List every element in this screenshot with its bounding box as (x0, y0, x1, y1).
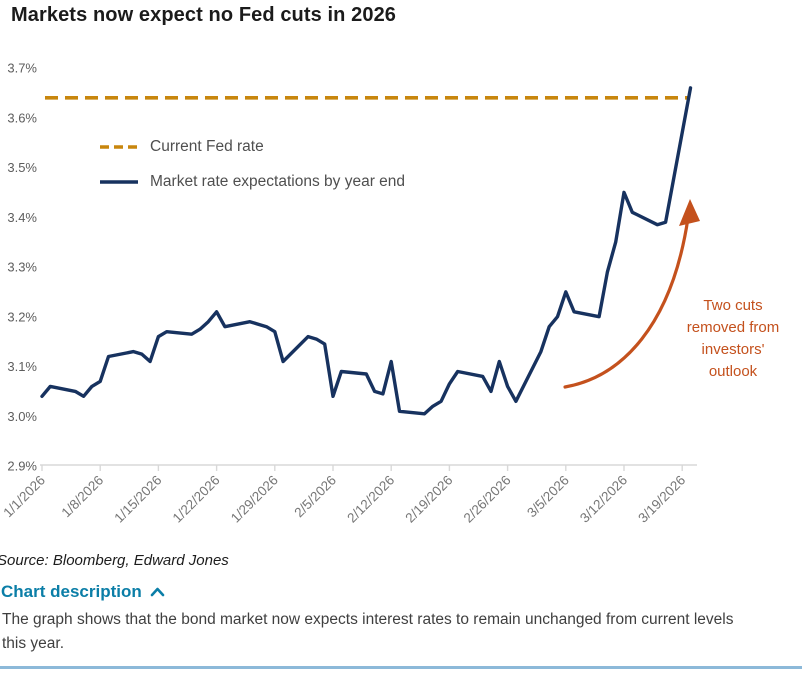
x-axis-tick-label: 1/1/2026 (0, 473, 48, 521)
source-credit: Source: Bloomberg, Edward Jones (0, 552, 229, 569)
chart-legend: Current Fed rate Market rate expectation… (99, 138, 405, 208)
annotation-line: investors' (701, 341, 765, 358)
x-axis-tick-label: 2/19/2026 (402, 473, 455, 526)
chevron-up-icon (150, 587, 165, 597)
x-axis-tick-label: 3/5/2026 (524, 473, 572, 521)
bottom-divider (0, 666, 802, 669)
x-axis-tick-label: 1/15/2026 (111, 473, 164, 526)
x-axis-tick-label: 1/22/2026 (170, 473, 223, 526)
y-axis-tick-label: 2.9% (7, 459, 37, 474)
y-axis-tick-label: 3.6% (7, 110, 37, 125)
legend-item-market-expectations: Market rate expectations by year end (99, 173, 405, 191)
x-axis-tick-label: 1/29/2026 (228, 473, 281, 526)
y-axis-tick-label: 3.0% (7, 409, 37, 424)
legend-label-market-expectations: Market rate expectations by year end (150, 173, 406, 190)
annotation-two-cuts: Two cuts removed from investors' outlook (661, 295, 802, 383)
line-chart: 3.7% 3.6% 3.5% 3.4% 3.3% 3.2% 3.1% 3.0% 2.9%1/1/… (0, 61, 700, 526)
chart-description-text: The graph shows that the bond market now… (2, 611, 734, 653)
y-axis-tick-label: 3.3% (7, 260, 37, 275)
annotation-arrow-curve (563, 216, 690, 389)
y-axis-tick-label: 3.1% (7, 359, 37, 374)
solid-line-swatch (100, 180, 138, 184)
x-axis-tick-label: 3/12/2026 (577, 473, 630, 526)
x-axis-tick-label: 1/8/2026 (59, 473, 107, 521)
dashed-line-swatch (100, 145, 138, 149)
y-axis-tick-label: 3.2% (7, 309, 37, 324)
legend-item-current-fed-rate: Current Fed rate (99, 138, 405, 156)
x-axis-tick-label: 2/26/2026 (461, 473, 514, 526)
annotation-line: Two cuts (703, 297, 763, 314)
chart-title: Markets now expect no Fed cuts in 2026 (11, 4, 397, 26)
chart-description-toggle[interactable]: Chart description (1, 582, 165, 602)
annotation-line: removed from (686, 319, 780, 336)
annotation-arrow-head (679, 199, 700, 226)
x-axis-tick-label: 2/5/2026 (291, 473, 339, 521)
x-axis-tick-label: 3/19/2026 (635, 473, 688, 526)
annotation-line: outlook (708, 363, 758, 380)
market-expectations-line (40, 86, 693, 416)
legend-label-current-fed-rate: Current Fed rate (150, 138, 264, 155)
y-axis-tick-label: 3.4% (7, 210, 37, 225)
y-axis-tick-label: 3.7% (7, 61, 37, 76)
y-axis-tick-label: 3.5% (7, 160, 37, 175)
chart-description-label: Chart description (1, 582, 142, 601)
x-axis-tick-label: 2/12/2026 (344, 473, 397, 526)
